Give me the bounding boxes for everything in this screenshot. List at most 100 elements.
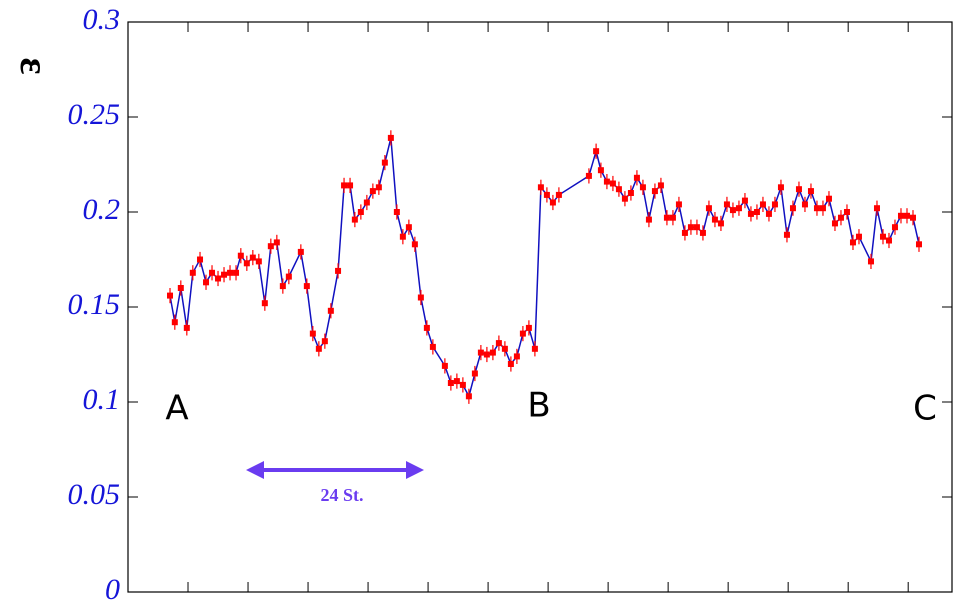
marker xyxy=(531,345,538,352)
marker xyxy=(255,258,262,265)
marker xyxy=(177,285,184,291)
marker xyxy=(753,209,760,215)
marker xyxy=(585,172,592,179)
marker xyxy=(237,252,244,259)
marker xyxy=(483,351,490,358)
marker xyxy=(267,243,274,250)
marker xyxy=(221,271,228,278)
marker xyxy=(441,362,448,369)
marker xyxy=(459,381,466,388)
marker xyxy=(603,178,610,185)
marker xyxy=(633,174,640,181)
marker xyxy=(705,205,712,212)
marker xyxy=(549,199,556,206)
marker xyxy=(519,330,526,337)
marker xyxy=(227,269,234,276)
plot-frame xyxy=(127,21,953,593)
marker xyxy=(209,269,216,276)
marker xyxy=(915,241,922,248)
marker xyxy=(777,184,784,191)
marker xyxy=(837,214,844,221)
marker xyxy=(903,212,910,219)
marker xyxy=(597,167,604,174)
marker xyxy=(501,345,508,352)
marker xyxy=(615,186,622,193)
marker xyxy=(627,190,634,196)
marker xyxy=(369,188,376,195)
marker xyxy=(233,269,240,276)
marker xyxy=(555,191,562,198)
marker xyxy=(651,188,658,195)
marker xyxy=(507,361,514,367)
marker xyxy=(873,205,880,212)
marker xyxy=(273,239,280,246)
marker xyxy=(771,201,778,208)
marker xyxy=(197,256,204,263)
marker xyxy=(417,294,424,301)
annotation: B xyxy=(527,386,550,426)
marker xyxy=(909,214,916,221)
marker xyxy=(741,197,748,204)
marker xyxy=(215,275,222,282)
marker xyxy=(357,209,364,215)
annotation: C xyxy=(913,389,937,429)
marker xyxy=(819,205,826,212)
marker xyxy=(243,260,250,267)
y-axis-label: ε xyxy=(12,57,57,74)
marker xyxy=(183,324,190,331)
y-tick-label: 0.3 xyxy=(83,3,121,36)
marker xyxy=(795,186,802,193)
marker xyxy=(593,148,600,155)
marker xyxy=(699,229,706,236)
marker xyxy=(309,330,316,337)
marker xyxy=(363,199,370,206)
marker xyxy=(261,300,268,307)
marker xyxy=(735,205,742,212)
marker xyxy=(429,343,436,350)
marker xyxy=(609,180,616,187)
marker xyxy=(693,224,700,231)
marker xyxy=(347,182,354,189)
marker xyxy=(393,209,400,215)
marker xyxy=(171,319,178,326)
annotation: 24 St. xyxy=(320,485,363,505)
marker xyxy=(203,279,210,286)
marker xyxy=(831,220,838,227)
marker xyxy=(789,205,796,212)
marker xyxy=(303,283,310,290)
marker xyxy=(759,201,766,208)
marker xyxy=(807,188,814,195)
marker xyxy=(711,216,718,223)
marker xyxy=(663,214,670,221)
y-tick-label: 0 xyxy=(105,573,120,606)
marker xyxy=(669,214,676,221)
marker xyxy=(297,248,304,255)
marker xyxy=(621,195,628,202)
data-line xyxy=(169,137,920,399)
marker xyxy=(879,233,886,240)
marker xyxy=(681,229,688,236)
marker xyxy=(801,201,808,208)
marker xyxy=(687,224,694,231)
marker xyxy=(897,212,904,219)
marker xyxy=(849,239,856,246)
marker xyxy=(891,224,898,231)
marker xyxy=(489,349,496,356)
marker xyxy=(315,345,322,352)
marker xyxy=(249,254,256,261)
y-tick-label: 0.2 xyxy=(83,193,121,226)
marker xyxy=(543,191,550,198)
marker xyxy=(447,380,454,386)
marker xyxy=(813,205,820,212)
marker xyxy=(351,216,358,223)
marker xyxy=(453,378,460,385)
marker xyxy=(747,210,754,217)
y-tick-label: 0.25 xyxy=(68,98,121,131)
arrow xyxy=(246,461,424,479)
marker xyxy=(399,233,406,240)
marker xyxy=(327,307,334,314)
marker xyxy=(513,353,520,360)
marker xyxy=(423,324,430,331)
marker xyxy=(537,184,544,191)
